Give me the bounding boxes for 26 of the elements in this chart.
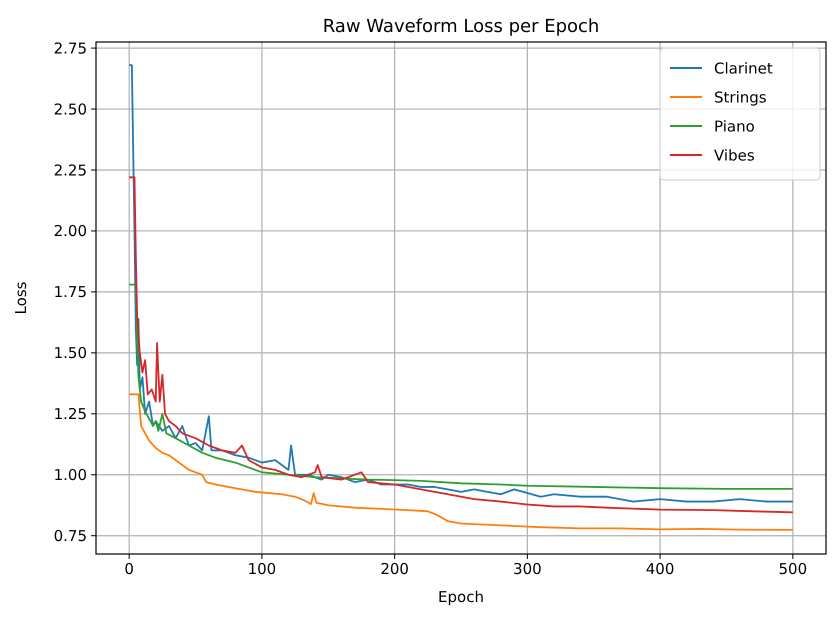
x-tick-label: 0 — [124, 560, 134, 578]
y-tick-label: 2.50 — [54, 100, 87, 118]
y-tick-label: 2.75 — [54, 39, 87, 58]
x-tick-label: 400 — [646, 560, 674, 578]
y-tick-label: 0.75 — [54, 526, 87, 545]
y-tick-label: 2.00 — [54, 222, 87, 240]
y-tick-label: 1.50 — [54, 344, 87, 362]
x-tick-label: 500 — [778, 560, 808, 578]
line-series — [128, 176, 794, 514]
line-series — [128, 393, 794, 531]
x-tick-label: 100 — [248, 560, 276, 578]
y-tick-label: 1.25 — [54, 405, 87, 424]
y-tick-label: 2.25 — [54, 161, 87, 180]
line-series — [128, 284, 794, 490]
line-series — [128, 64, 794, 502]
y-tick-label: 1.75 — [54, 283, 87, 302]
y-axis-title: Loss — [12, 281, 30, 314]
chart-title: Raw Waveform Loss per Epoch — [322, 16, 600, 37]
x-tick-label: 200 — [380, 560, 409, 578]
legend-label: Strings — [714, 88, 767, 106]
x-tick-label: 300 — [513, 560, 542, 578]
legend-label: Vibes — [714, 146, 755, 164]
legend-label: Clarinet — [714, 59, 773, 78]
legend-label: Piano — [714, 117, 755, 136]
y-tick-label: 1.00 — [54, 466, 87, 484]
x-axis-title: Epoch — [438, 588, 484, 606]
